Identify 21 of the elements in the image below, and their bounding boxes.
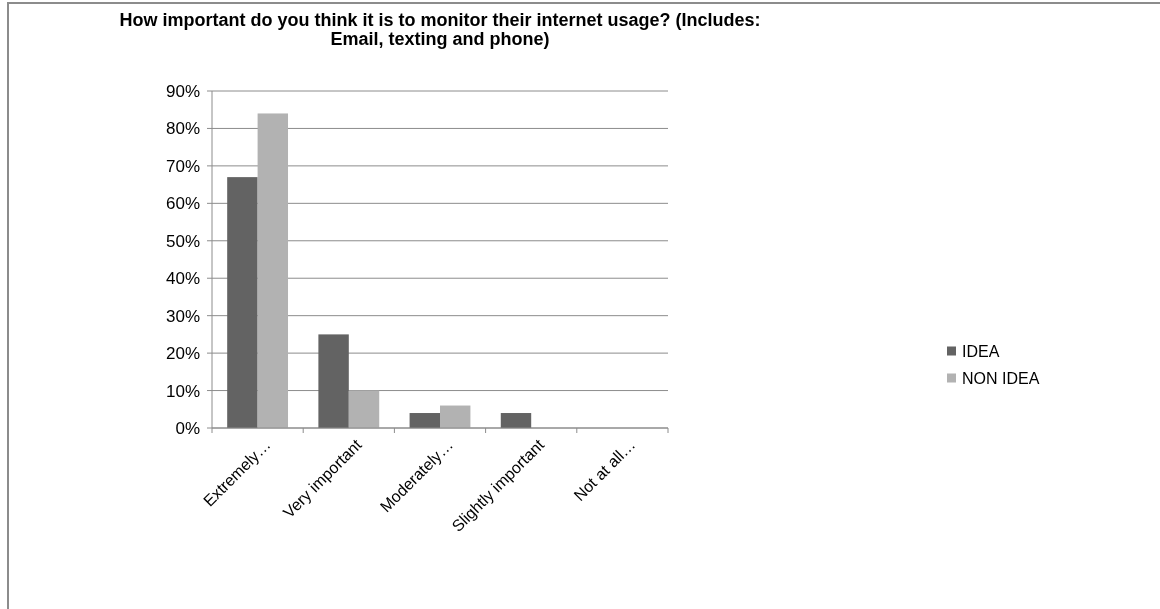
y-tick-label: 90% — [165, 81, 200, 101]
y-tick-label: 10% — [165, 381, 200, 401]
y-tick-label: 20% — [165, 344, 200, 364]
bar — [348, 390, 380, 428]
y-tick-label: 40% — [165, 269, 200, 289]
legend-label: IDEA — [962, 342, 1000, 360]
bar — [257, 113, 289, 428]
y-tick-label: 0% — [175, 418, 200, 438]
bar — [318, 334, 349, 428]
legend-label: NON IDEA — [962, 369, 1040, 387]
bar — [440, 405, 471, 428]
x-tick-label: Not at all… — [570, 436, 639, 505]
bar — [500, 413, 532, 428]
y-tick-label: 50% — [165, 231, 200, 251]
chart-title: How important do you think it is to monitor their internet usage? (Includes: Email, texting and phone) — [119, 10, 761, 49]
bar — [227, 177, 258, 428]
y-tick-label: 80% — [165, 119, 200, 139]
y-tick-label: 60% — [165, 194, 200, 214]
y-tick-label: 30% — [165, 306, 200, 326]
y-tick-label: 70% — [165, 156, 200, 176]
bar — [409, 413, 440, 428]
